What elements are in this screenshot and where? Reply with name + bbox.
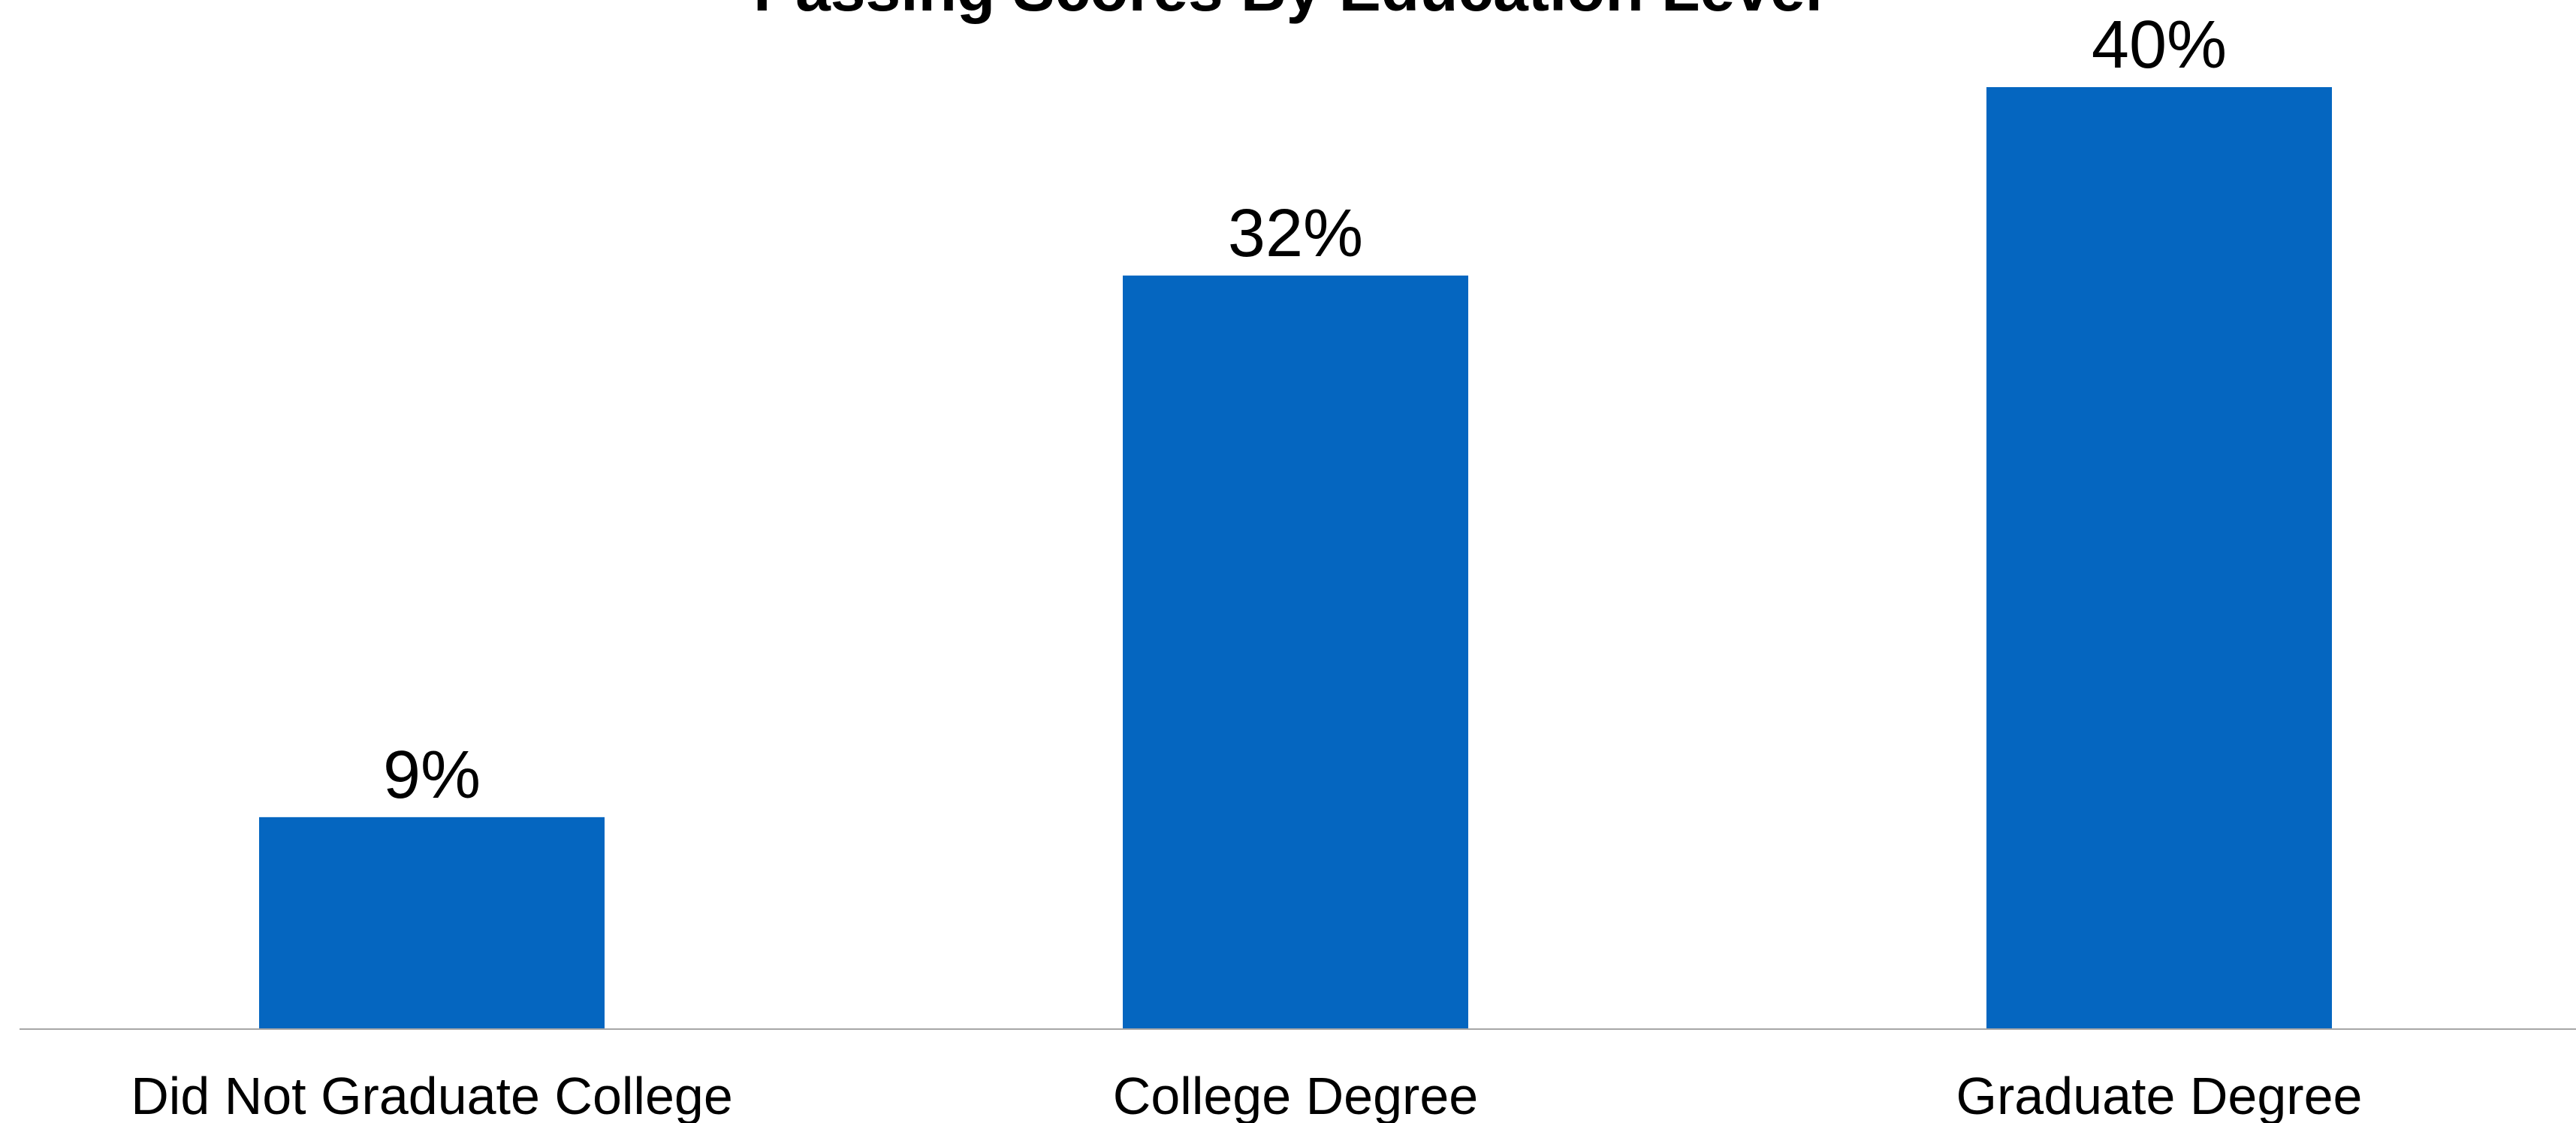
- bar-1: [1123, 275, 1468, 1029]
- category-label-1: College Degree: [1113, 1067, 1478, 1123]
- chart-title: Passing Scores By Education Level: [753, 0, 1823, 24]
- data-label-2: 40%: [2092, 8, 2227, 83]
- data-label-0: 9%: [383, 738, 481, 813]
- category-labels-layer: Did Not Graduate College College Degree Gr…: [131, 1067, 2362, 1123]
- data-labels-layer: 9% 32% 40%: [383, 8, 2227, 813]
- category-label-0: Did Not Graduate College: [131, 1067, 733, 1123]
- data-label-1: 32%: [1228, 196, 1363, 271]
- bar-2: [1986, 87, 2332, 1029]
- category-label-2: Graduate Degree: [1956, 1067, 2363, 1123]
- bar-0: [259, 817, 605, 1029]
- bars-layer: [259, 87, 2332, 1029]
